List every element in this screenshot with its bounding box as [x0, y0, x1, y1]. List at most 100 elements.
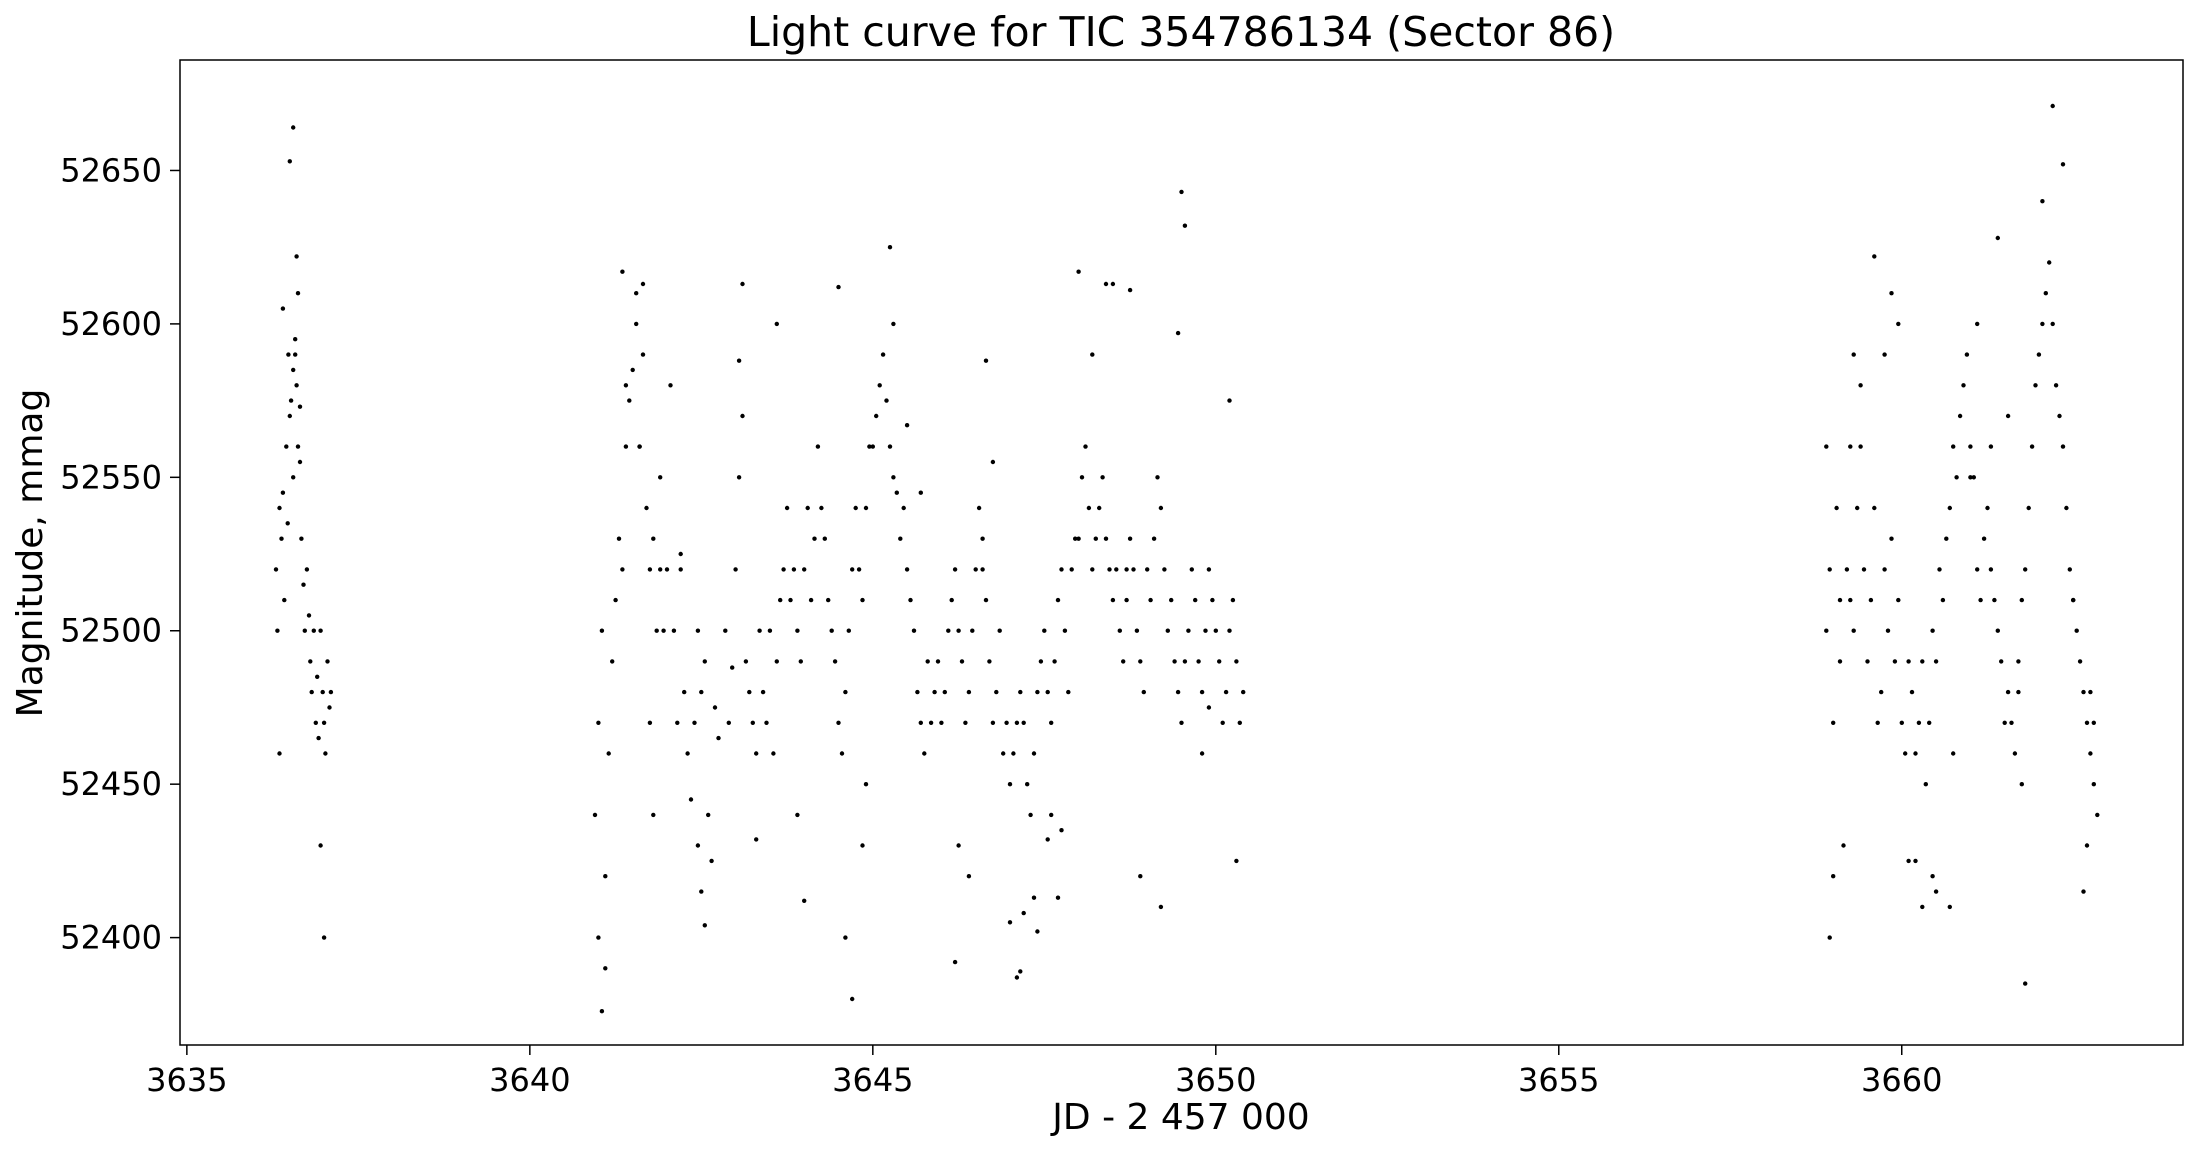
data-point: [702, 659, 707, 664]
data-point: [661, 628, 666, 633]
data-point: [291, 367, 296, 373]
data-point: [1968, 475, 1973, 480]
data-point: [603, 874, 608, 879]
data-point: [284, 444, 289, 449]
data-point: [918, 490, 923, 495]
data-point: [1223, 689, 1229, 695]
data-point: [884, 398, 889, 403]
data-point: [291, 125, 296, 130]
data-point: [1237, 720, 1243, 725]
data-point: [1093, 536, 1099, 541]
data-point: [2005, 413, 2011, 419]
data-point: [616, 536, 622, 541]
data-point: [699, 889, 704, 894]
y-axis-label: Magnitude, mmag: [10, 389, 51, 718]
data-point: [1892, 659, 1898, 664]
data-point: [1165, 628, 1171, 633]
data-point: [1055, 597, 1061, 603]
data-point: [1227, 628, 1232, 633]
data-point: [1831, 720, 1836, 725]
y-tick-label: 52500: [60, 612, 162, 650]
data-point: [295, 444, 301, 449]
data-point: [966, 689, 972, 695]
data-point: [706, 812, 711, 818]
data-point: [664, 567, 670, 572]
data-point: [613, 597, 618, 603]
y-tick-label: 52600: [60, 305, 162, 343]
data-point: [1903, 751, 1908, 756]
data-point: [959, 659, 965, 664]
data-point: [942, 689, 947, 695]
data-point: [1055, 895, 1061, 900]
data-point: [1947, 904, 1953, 910]
data-point: [671, 628, 677, 633]
data-point: [702, 923, 707, 928]
data-point: [2016, 689, 2021, 695]
data-point: [949, 597, 954, 603]
data-point: [2067, 567, 2072, 572]
data-point: [2095, 812, 2100, 818]
data-point: [932, 689, 937, 695]
data-point: [733, 567, 738, 572]
data-point: [709, 858, 714, 864]
data-point: [302, 628, 307, 633]
data-point: [301, 582, 306, 587]
x-tick-label: 3645: [832, 1061, 913, 1099]
data-point: [288, 398, 294, 403]
data-point: [973, 567, 978, 572]
data-point: [1175, 330, 1181, 336]
data-point: [1889, 536, 1894, 541]
data-point: [983, 358, 989, 363]
data-point: [822, 536, 827, 541]
data-point: [1206, 705, 1212, 710]
data-point: [1217, 659, 1222, 664]
data-point: [647, 720, 653, 725]
data-point: [1861, 567, 1867, 572]
data-point: [1127, 536, 1133, 541]
data-point: [815, 444, 821, 449]
data-point: [867, 444, 872, 449]
data-point: [1097, 505, 1102, 511]
x-tick-label: 3640: [489, 1061, 570, 1099]
data-point: [1848, 597, 1853, 603]
data-point: [647, 567, 653, 572]
data-point: [1011, 751, 1016, 756]
data-point: [1179, 720, 1184, 725]
data-point: [1899, 720, 1905, 725]
data-point: [956, 628, 961, 633]
data-point: [1234, 858, 1239, 864]
data-point: [277, 505, 282, 511]
data-point: [304, 567, 310, 572]
data-point: [1927, 720, 1932, 725]
data-point: [1141, 689, 1147, 695]
data-point: [802, 898, 807, 903]
data-point: [1052, 659, 1057, 664]
data-point: [299, 536, 304, 541]
data-point: [791, 567, 797, 572]
data-point: [1203, 628, 1208, 633]
data-point: [325, 659, 330, 664]
data-point: [280, 490, 286, 495]
data-point: [634, 291, 639, 296]
data-point: [778, 597, 783, 603]
data-point: [1213, 628, 1219, 633]
data-point: [282, 597, 287, 603]
data-point: [1933, 659, 1939, 664]
data-point: [1035, 929, 1040, 934]
data-point: [757, 628, 762, 633]
data-point: [1124, 597, 1129, 603]
data-point: [2043, 291, 2048, 296]
data-point: [743, 659, 749, 664]
data-point: [1889, 291, 1894, 296]
data-point: [1831, 874, 1836, 879]
data-point: [754, 837, 759, 842]
data-point: [1868, 597, 1874, 603]
data-point: [668, 383, 673, 388]
data-point: [279, 536, 284, 541]
data-point: [1134, 628, 1140, 633]
data-point: [1951, 444, 1956, 449]
data-point: [774, 659, 779, 664]
data-point: [1885, 628, 1891, 633]
data-point: [1865, 659, 1870, 664]
data-point: [915, 689, 920, 695]
